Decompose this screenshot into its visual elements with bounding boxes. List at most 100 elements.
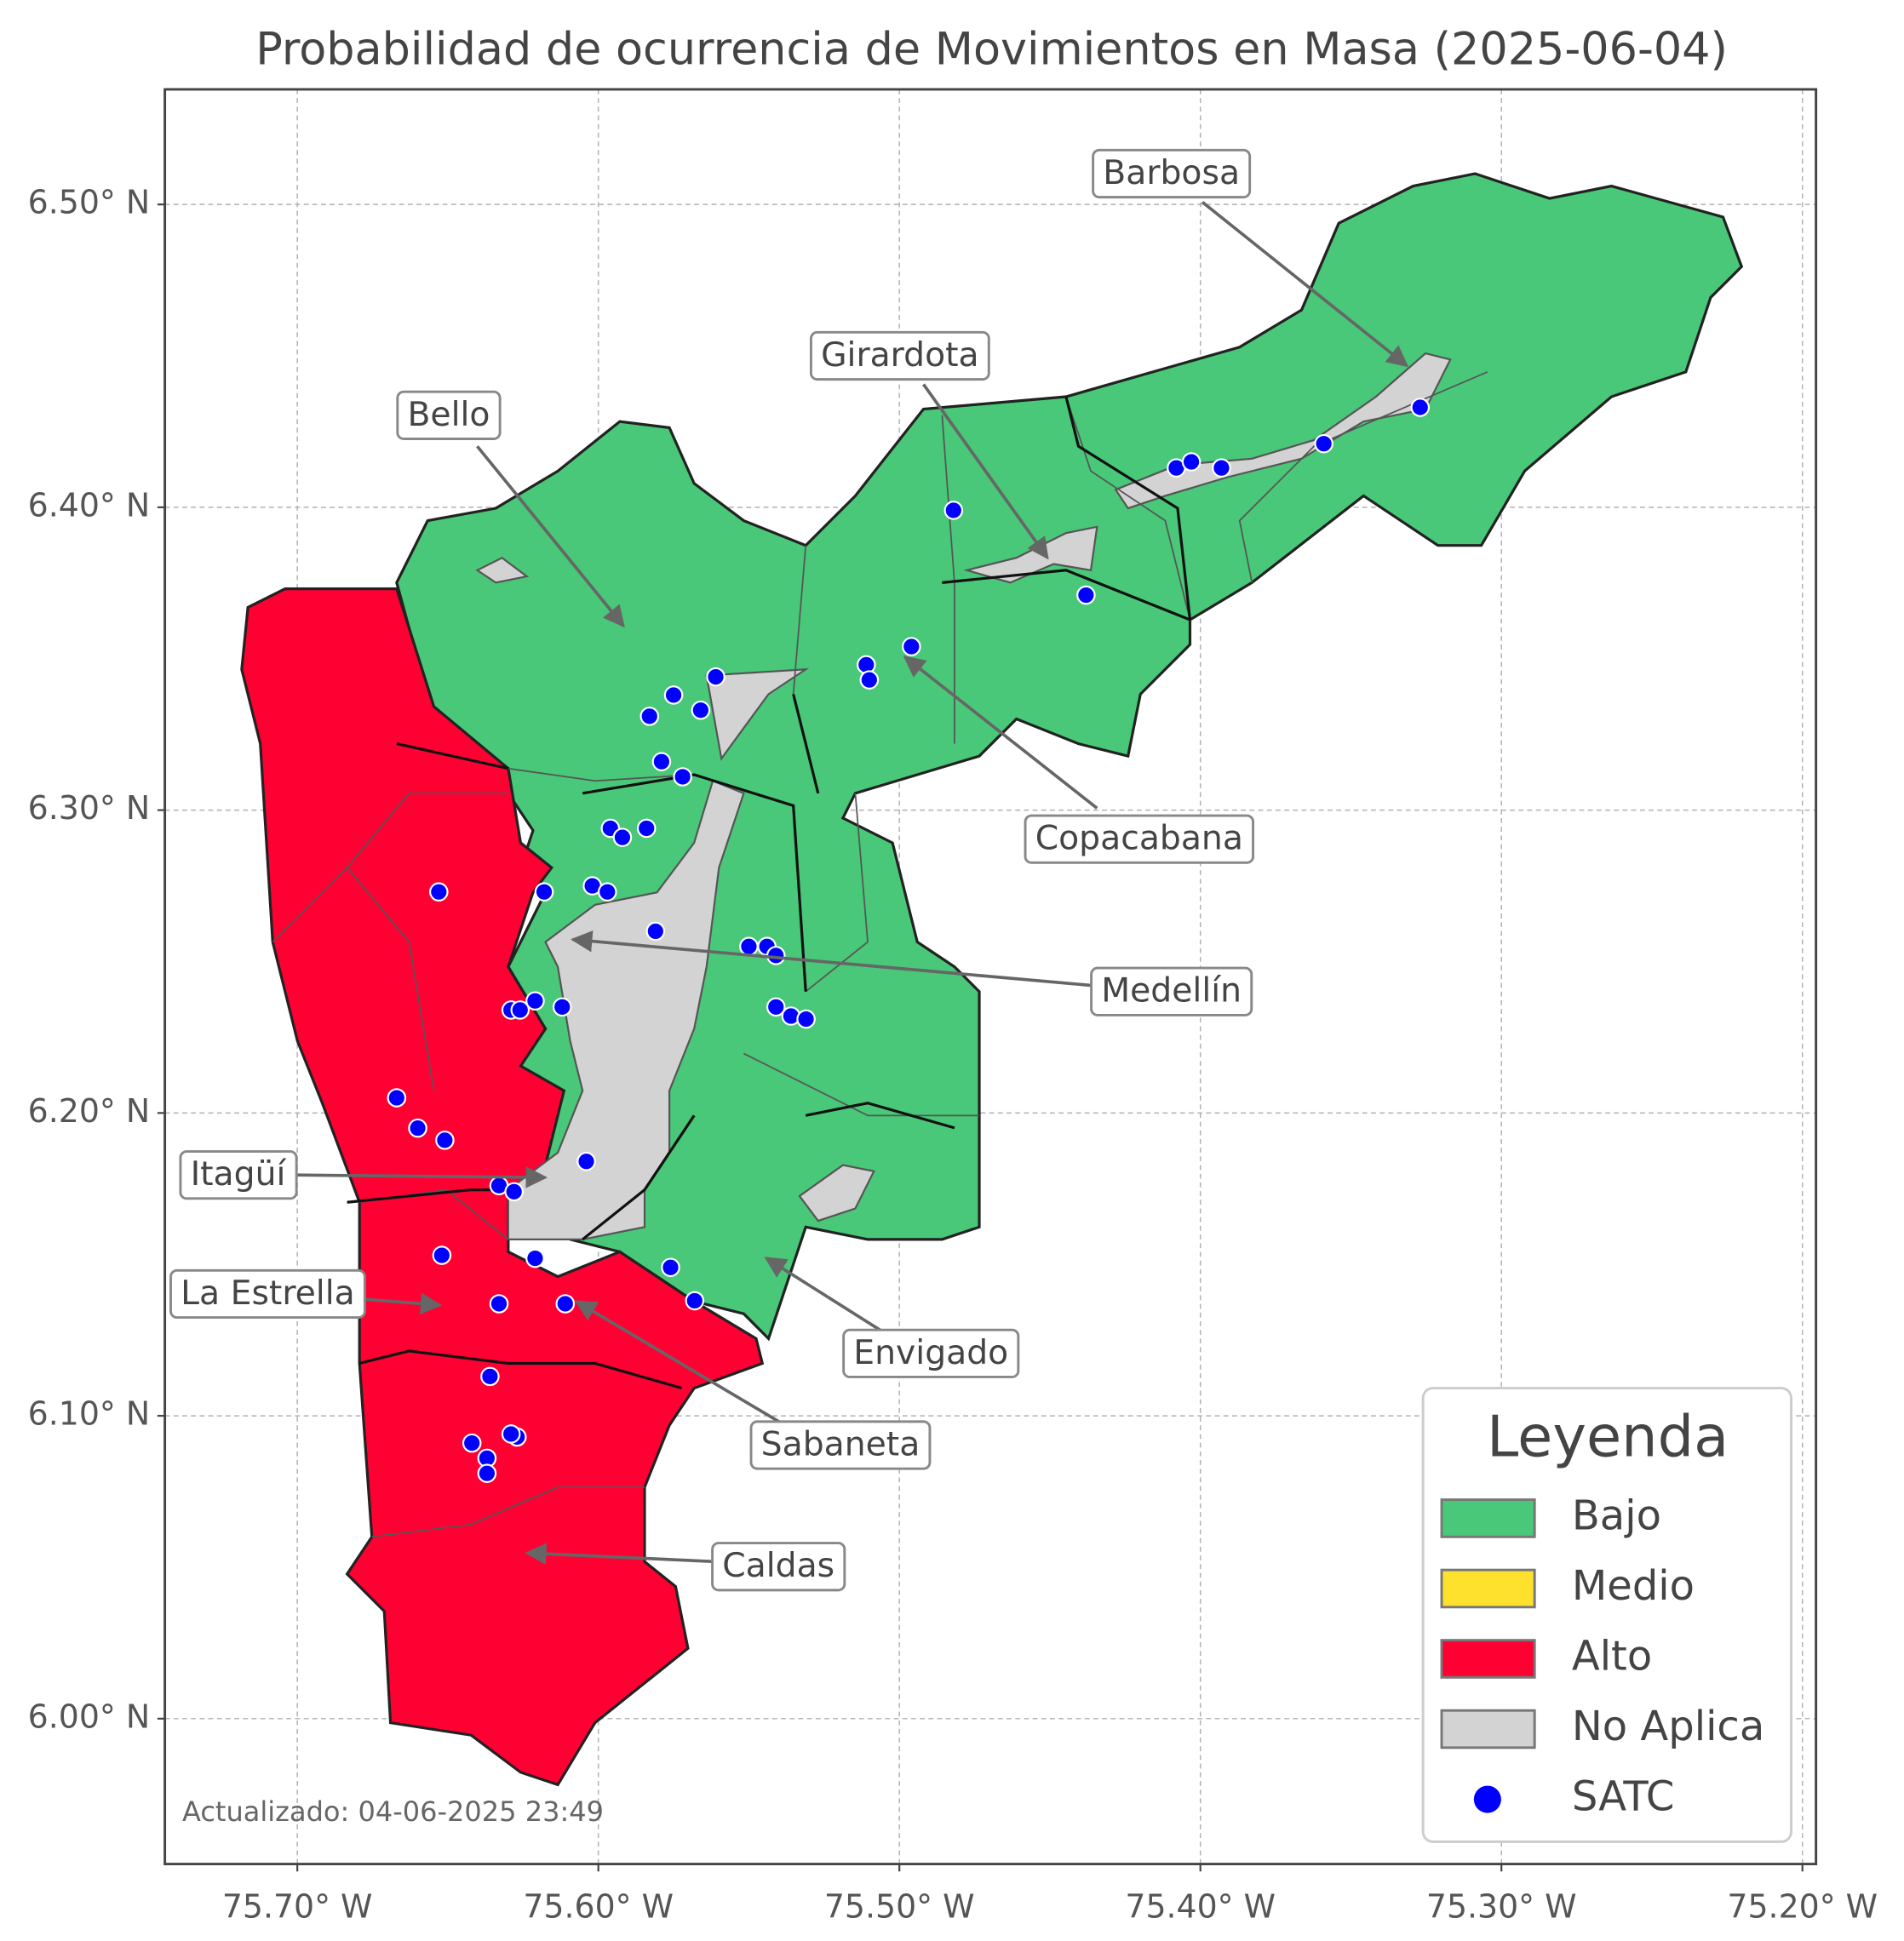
- legend-swatch: [1440, 1498, 1536, 1538]
- annotation-arrow: [903, 656, 1098, 810]
- annotation-arrow: [476, 445, 625, 628]
- x-tick-label: 75.70° W: [222, 1887, 373, 1925]
- satc-point: [673, 767, 692, 787]
- satc-point: [1314, 433, 1333, 454]
- x-tick-label: 75.40° W: [1125, 1887, 1276, 1925]
- annotation-arrow: [764, 1257, 885, 1334]
- satc-points: [387, 398, 1431, 1483]
- satc-point: [480, 1366, 500, 1387]
- satc-point: [943, 501, 964, 520]
- satc-point: [387, 1088, 407, 1108]
- satc-point: [663, 685, 684, 705]
- satc-point: [1410, 398, 1431, 417]
- annotation-arrow: [571, 930, 1092, 988]
- satc-point: [576, 1151, 596, 1171]
- satc-point: [534, 882, 554, 902]
- annotation-arrow: [525, 1543, 717, 1565]
- legend-swatch: [1440, 1709, 1536, 1749]
- y-tick-label: 6.10° N: [28, 1395, 150, 1433]
- annotation-arrow: [295, 1166, 548, 1188]
- annotation-label: Itagüí: [191, 1155, 287, 1194]
- legend: Leyenda Bajo Medio Alto No Aplica SATC: [1421, 1387, 1792, 1843]
- region-no-aplica: [963, 352, 1452, 584]
- satc-point: [429, 882, 449, 902]
- satc-point: [525, 1248, 545, 1268]
- x-tick-label: 75.60° W: [523, 1887, 674, 1925]
- annotation-arrow: [359, 1292, 443, 1314]
- annotation-label: Barbosa: [1103, 154, 1240, 192]
- satc-point: [1181, 452, 1201, 472]
- annotation-box: [842, 1328, 1020, 1378]
- region-no-aplica: [705, 667, 810, 761]
- x-tick-label: 75.50° W: [824, 1887, 975, 1925]
- satc-point: [661, 1257, 680, 1278]
- legend-marker: [1473, 1785, 1501, 1813]
- annotation-label: Girardota: [821, 336, 979, 375]
- legend-label: Medio: [1572, 1562, 1695, 1610]
- annotation-box: [179, 1150, 298, 1200]
- x-tick-label: 75.30° W: [1426, 1887, 1577, 1925]
- satc-point: [489, 1294, 509, 1314]
- annotation-label: Envigado: [853, 1334, 1008, 1372]
- legend-label: Alto: [1572, 1633, 1652, 1680]
- annotations: Barbosa Girardota Bello Copacabana Medellín I…: [169, 148, 1409, 1592]
- annotation-arrow: [574, 1300, 783, 1424]
- footer: Actualizado: 04-06-2025 23:49: [182, 1795, 604, 1828]
- annotation-box: [749, 1420, 932, 1470]
- annotation-label: Caldas: [722, 1547, 834, 1585]
- satc-point: [796, 1009, 816, 1029]
- legend-swatch: [1440, 1568, 1536, 1609]
- satc-point: [612, 827, 633, 847]
- satc-point: [597, 882, 617, 902]
- legend-label: No Aplica: [1572, 1703, 1764, 1750]
- y-tick-label: 6.50° N: [28, 184, 150, 221]
- satc-point: [706, 667, 725, 687]
- satc-point: [1212, 458, 1231, 478]
- annotation-box: [1092, 148, 1252, 199]
- annotation-box: [809, 330, 990, 381]
- satc-point: [651, 752, 672, 771]
- y-tick-label: 6.30° N: [28, 789, 150, 827]
- satc-point: [552, 997, 572, 1017]
- satc-point: [504, 1182, 524, 1202]
- satc-point: [766, 997, 786, 1017]
- satc-point: [525, 991, 545, 1011]
- satc-point: [555, 1294, 576, 1314]
- annotation-box: [1024, 814, 1255, 864]
- region-no-aplica: [475, 556, 875, 1222]
- annotation-arrow: [1201, 201, 1409, 368]
- annotation-box: [711, 1542, 846, 1592]
- annotation-label: Copacabana: [1035, 820, 1243, 858]
- satc-point: [510, 1000, 530, 1020]
- legend-swatch: [1440, 1639, 1536, 1679]
- annotation-arrow: [922, 383, 1049, 560]
- plot-frame: [163, 88, 1818, 1866]
- satc-point: [636, 818, 657, 839]
- satc-point: [477, 1463, 497, 1483]
- satc-point: [435, 1131, 455, 1150]
- satc-point: [685, 1291, 705, 1311]
- legend-label: SATC: [1572, 1773, 1675, 1821]
- satc-point: [691, 700, 711, 720]
- y-tick-label: 6.20° N: [28, 1092, 150, 1130]
- satc-point: [432, 1245, 452, 1265]
- annotation-label: Sabaneta: [761, 1426, 920, 1464]
- x-tick-label: 75.20° W: [1727, 1887, 1878, 1925]
- satc-point: [462, 1433, 482, 1453]
- municipal-boundary: [347, 396, 1192, 1390]
- annotation-box: [1090, 966, 1253, 1016]
- satc-point: [645, 921, 666, 942]
- legend-title: Leyenda: [1487, 1403, 1729, 1469]
- annotation-label: La Estrella: [181, 1274, 355, 1313]
- annotation-box: [169, 1268, 366, 1320]
- annotation-label: Bello: [407, 396, 490, 434]
- satc-point: [859, 670, 880, 690]
- y-tick-label: 6.00° N: [28, 1698, 150, 1735]
- satc-point: [639, 707, 660, 726]
- annotation-label: Medellín: [1101, 972, 1242, 1011]
- satc-point: [902, 637, 921, 656]
- annotation-box: [396, 390, 502, 440]
- satc-point: [739, 936, 759, 956]
